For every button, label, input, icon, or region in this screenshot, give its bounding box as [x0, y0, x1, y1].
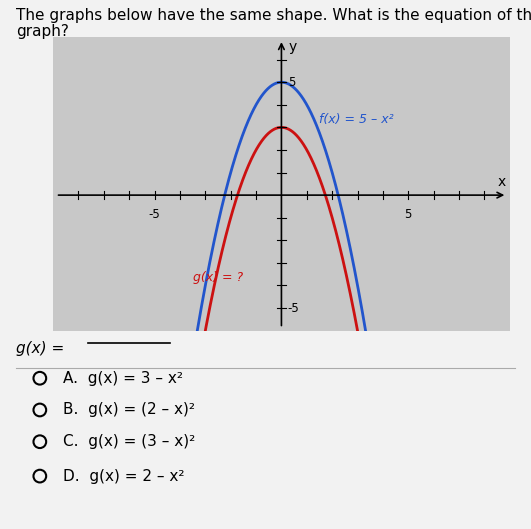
- Text: g(x) = ?: g(x) = ?: [193, 271, 243, 284]
- Text: x: x: [498, 176, 506, 189]
- Text: 5: 5: [405, 207, 412, 221]
- Text: -5: -5: [288, 302, 299, 315]
- Text: The graphs below have the same shape. What is the equation of the red: The graphs below have the same shape. Wh…: [16, 8, 531, 23]
- Text: g(x) =: g(x) =: [16, 341, 69, 356]
- Text: -5: -5: [149, 207, 160, 221]
- Text: 5: 5: [288, 76, 295, 89]
- Text: f(x) = 5 – x²: f(x) = 5 – x²: [320, 113, 394, 126]
- Text: y: y: [289, 40, 297, 54]
- Text: C.  g(x) = (3 – x)²: C. g(x) = (3 – x)²: [63, 434, 195, 449]
- Text: D.  g(x) = 2 – x²: D. g(x) = 2 – x²: [63, 469, 184, 484]
- Text: B.  g(x) = (2 – x)²: B. g(x) = (2 – x)²: [63, 403, 195, 417]
- Text: graph?: graph?: [16, 24, 69, 39]
- Text: A.  g(x) = 3 – x²: A. g(x) = 3 – x²: [63, 371, 183, 386]
